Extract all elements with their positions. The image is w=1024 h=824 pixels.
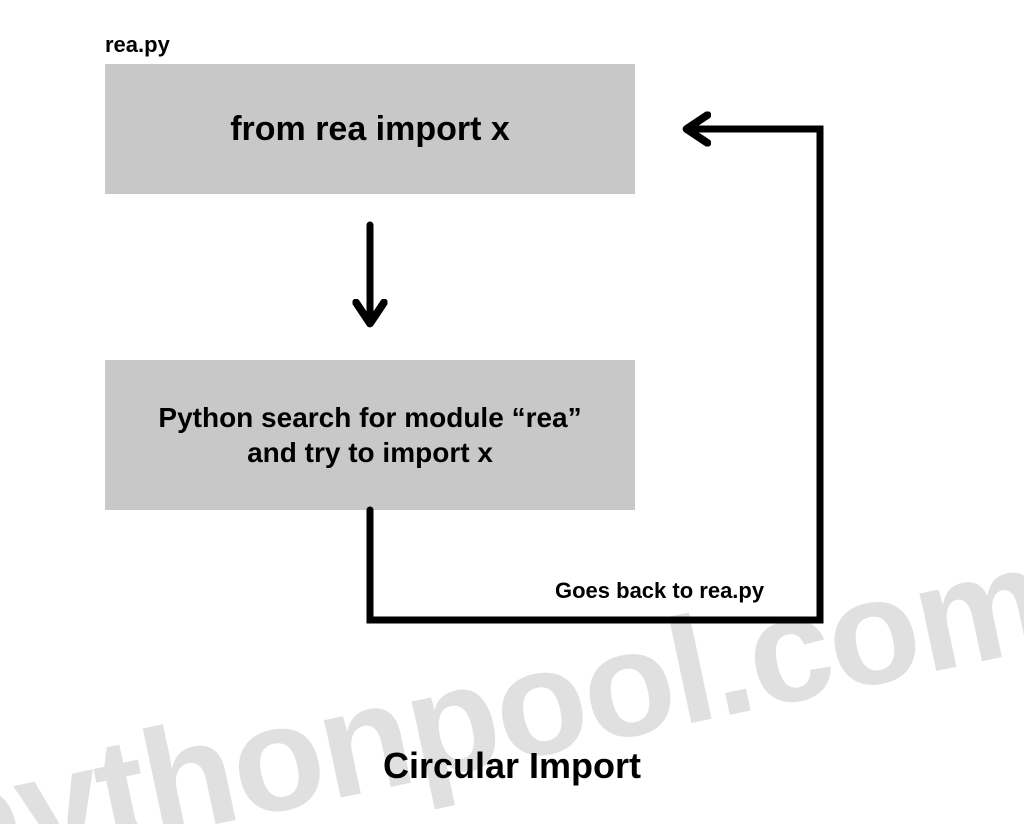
node-import-statement: from rea import x bbox=[105, 64, 635, 194]
edge-loop-label: Goes back to rea.py bbox=[555, 578, 764, 604]
node-python-search-line1: Python search for module “rea” bbox=[158, 402, 581, 433]
node-python-search-text: Python search for module “rea” and try t… bbox=[158, 400, 581, 470]
node-import-statement-text: from rea import x bbox=[230, 108, 510, 151]
diagram-title: Circular Import bbox=[0, 745, 1024, 787]
node-python-search: Python search for module “rea” and try t… bbox=[105, 360, 635, 510]
diagram-canvas: pythonpool.com rea.py from rea import x … bbox=[0, 0, 1024, 824]
node-python-search-line2: and try to import x bbox=[247, 437, 493, 468]
file-label: rea.py bbox=[105, 32, 170, 58]
